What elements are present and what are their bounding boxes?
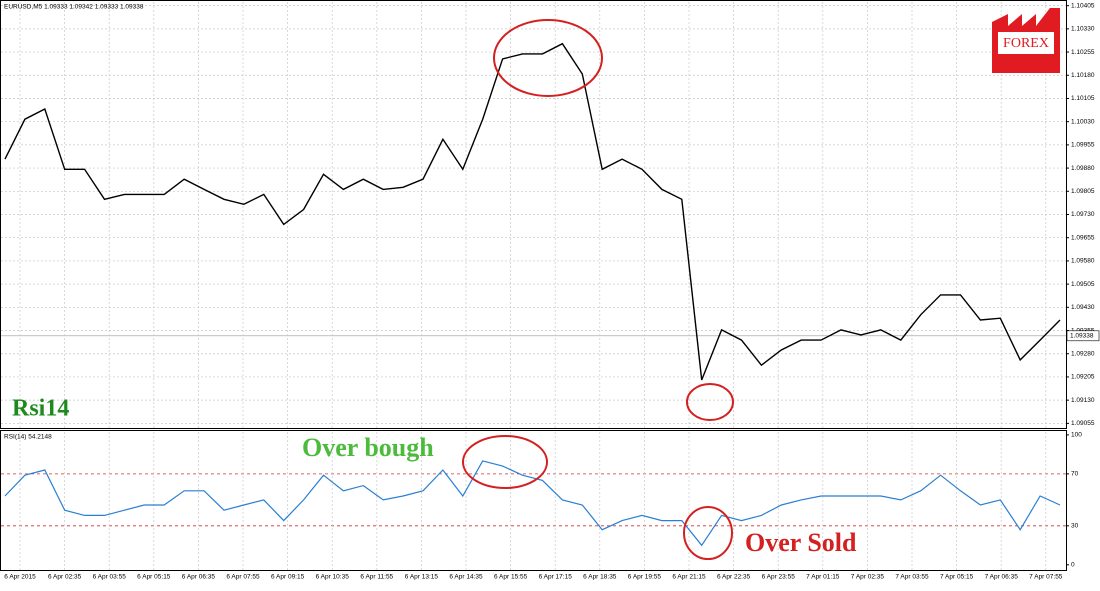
x-tick-label: 6 Apr 14:35 xyxy=(449,574,483,581)
x-tick-label: 6 Apr 06:35 xyxy=(182,574,216,581)
forex-logo: FOREX xyxy=(992,8,1060,73)
x-tick-label: 7 Apr 01:15 xyxy=(806,574,840,581)
x-tick-label: 6 Apr 03:55 xyxy=(93,574,127,581)
logo-band xyxy=(998,32,1054,54)
y-tick-label: 1.09955 xyxy=(1071,142,1095,149)
x-tick-label: 6 Apr 19:55 xyxy=(628,574,662,581)
x-tick-label: 6 Apr 10:35 xyxy=(316,574,350,581)
logo-text: FOREX xyxy=(1003,36,1049,51)
x-tick-label: 6 Apr 11:55 xyxy=(360,574,393,581)
x-tick-label: 7 Apr 03:55 xyxy=(895,574,929,581)
last-price-box xyxy=(1066,330,1100,342)
x-tick-label: 6 Apr 09:15 xyxy=(271,574,305,581)
x-tick-label: 6 Apr 17:15 xyxy=(539,574,573,581)
x-tick-label: 6 Apr 18:35 xyxy=(583,574,617,581)
highlight-ellipse xyxy=(686,383,734,421)
y-tick-label: 1.10105 xyxy=(1071,95,1095,102)
x-tick-label: 6 Apr 23:55 xyxy=(762,574,796,581)
y-tick-label: 100 xyxy=(1071,432,1082,439)
last-price-label: 1.09338 xyxy=(1070,333,1094,340)
x-tick-label: 7 Apr 06:35 xyxy=(985,574,1019,581)
x-tick-label: 7 Apr 07:55 xyxy=(1029,574,1063,581)
y-tick-label: 1.09655 xyxy=(1071,234,1095,241)
x-tick-label: 6 Apr 13:15 xyxy=(405,574,439,581)
y-tick-label: 70 xyxy=(1071,471,1079,478)
price-title: EURUSD,M5 1.09333 1.09342 1.09333 1.0933… xyxy=(4,4,144,11)
y-tick-label: 1.09805 xyxy=(1071,188,1095,195)
highlight-ellipse xyxy=(462,435,548,489)
y-tick-label: 1.09730 xyxy=(1071,211,1095,218)
rsi-annotation: Rsi14 xyxy=(12,396,69,422)
x-tick-label: 6 Apr 05:15 xyxy=(137,574,171,581)
y-tick-label: 1.10405 xyxy=(1071,2,1095,9)
price-line xyxy=(4,42,1061,381)
rsi-panel xyxy=(0,430,1067,571)
y-tick-label: 1.09880 xyxy=(1071,165,1095,172)
overbought-annotation: Over bough xyxy=(302,433,434,462)
y-tick-label: 1.09280 xyxy=(1071,350,1095,357)
rsi-line xyxy=(4,460,1061,547)
y-tick-label: 30 xyxy=(1071,523,1079,530)
y-tick-label: 1.09205 xyxy=(1071,374,1095,381)
y-tick-label: 1.10255 xyxy=(1071,49,1095,56)
x-tick-label: 6 Apr 22:35 xyxy=(717,574,751,581)
highlight-ellipse xyxy=(493,19,603,97)
y-tick-label: 1.10030 xyxy=(1071,118,1095,125)
y-tick-label: 1.09430 xyxy=(1071,304,1095,311)
y-tick-label: 1.09055 xyxy=(1071,420,1095,427)
rsi-title: RSI(14) 54.2148 xyxy=(4,434,52,441)
highlight-ellipse xyxy=(683,506,733,560)
x-tick-label: 6 Apr 07:55 xyxy=(226,574,260,581)
marks xyxy=(4,42,1061,547)
x-tick-label: 6 Apr 2015 xyxy=(4,574,36,581)
y-tick-label: 1.09130 xyxy=(1071,397,1095,404)
x-tick-label: 7 Apr 02:35 xyxy=(851,574,885,581)
y-tick-label: 1.10330 xyxy=(1071,26,1095,33)
y-tick-label: 1.09580 xyxy=(1071,258,1095,265)
y-tick-label: 0 xyxy=(1071,562,1075,569)
y-tick-label: 1.10180 xyxy=(1071,72,1095,79)
x-tick-label: 7 Apr 05:15 xyxy=(940,574,974,581)
y-tick-label: 1.09505 xyxy=(1071,281,1095,288)
grid xyxy=(1,2,1066,570)
oversold-annotation: Over Sold xyxy=(745,528,857,557)
x-tick-label: 6 Apr 15:55 xyxy=(494,574,528,581)
x-tick-label: 6 Apr 21:15 xyxy=(672,574,706,581)
x-tick-label: 6 Apr 02:35 xyxy=(48,574,82,581)
